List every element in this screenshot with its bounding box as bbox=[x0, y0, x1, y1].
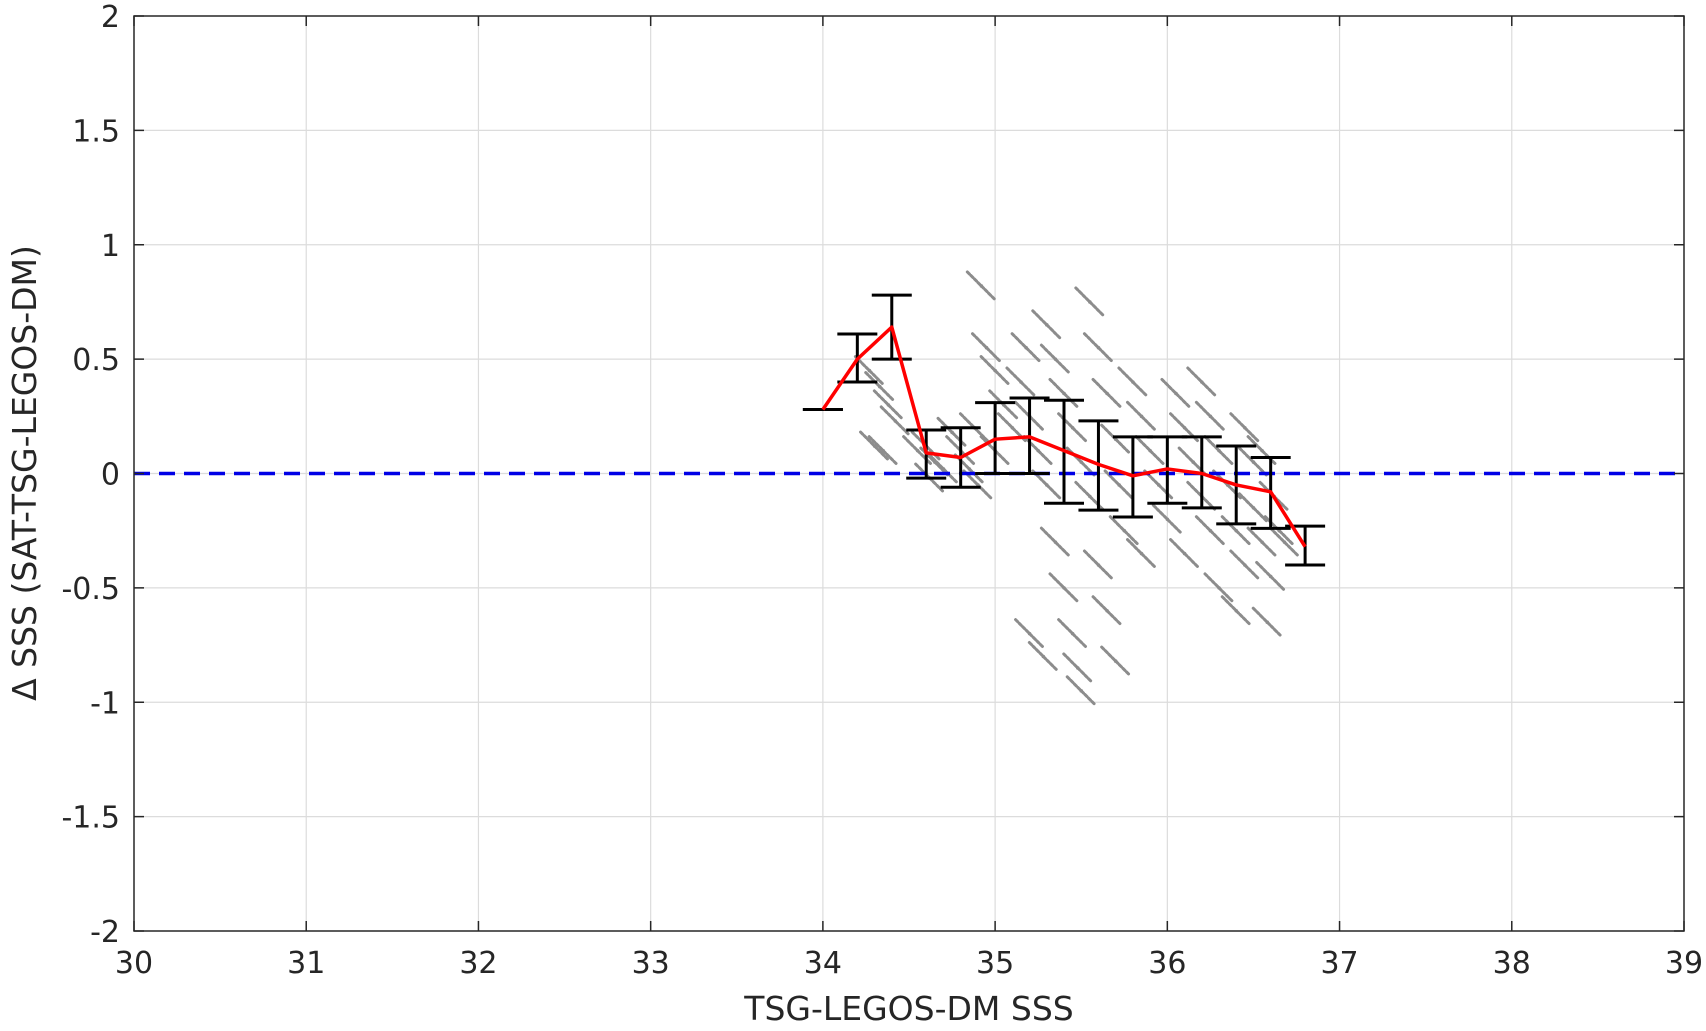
x-tick-label: 36 bbox=[1148, 946, 1186, 981]
x-tick-label: 30 bbox=[115, 946, 153, 981]
scatter-point bbox=[1062, 586, 1066, 590]
scatter-point bbox=[1165, 517, 1170, 522]
scatter-point bbox=[1036, 448, 1040, 453]
x-tick-label: 34 bbox=[804, 946, 842, 981]
scatter-point bbox=[1044, 483, 1049, 487]
scatter-point bbox=[1243, 563, 1247, 567]
scatter-point bbox=[950, 430, 954, 435]
scatter-point bbox=[1156, 483, 1161, 487]
scatter-point bbox=[1191, 460, 1195, 464]
scatter-point bbox=[1217, 586, 1221, 590]
scatter-point bbox=[1010, 425, 1015, 430]
scatter-point bbox=[941, 467, 946, 471]
scatter-point bbox=[1027, 631, 1032, 636]
x-tick-label: 32 bbox=[459, 946, 497, 981]
scatter-point bbox=[867, 368, 872, 373]
scatter-point bbox=[1251, 506, 1256, 510]
x-tick-label: 33 bbox=[632, 946, 670, 981]
scatter-point bbox=[1234, 608, 1239, 613]
scatter-point bbox=[1024, 345, 1028, 350]
scatter-point bbox=[1260, 448, 1264, 453]
scatter-point bbox=[1053, 540, 1058, 544]
scatter-point bbox=[1251, 460, 1256, 464]
scatter-point bbox=[1113, 659, 1118, 663]
scatter-point bbox=[993, 368, 997, 373]
scatter-point bbox=[1105, 391, 1109, 396]
scatter-point bbox=[1019, 380, 1023, 384]
x-tick-label: 37 bbox=[1320, 946, 1358, 981]
scatter-point bbox=[893, 419, 898, 423]
scatter-point bbox=[1131, 380, 1135, 384]
scatter-point bbox=[1088, 300, 1092, 304]
y-tick-label: 0 bbox=[101, 458, 120, 493]
scatter-point bbox=[886, 403, 891, 407]
scatter-point bbox=[1062, 391, 1066, 396]
x-ticks: 30 31 32 33 34 35 36 37 38 39 bbox=[115, 16, 1703, 981]
scatter-point bbox=[1282, 540, 1287, 544]
scatter-point bbox=[1199, 380, 1204, 384]
y-tick-label: 1.5 bbox=[72, 114, 120, 149]
scatter-point bbox=[1070, 425, 1075, 430]
mean-line bbox=[821, 325, 1307, 548]
scatter-point bbox=[1053, 357, 1058, 361]
mean-line-group bbox=[821, 325, 1307, 548]
scatter-point bbox=[915, 448, 920, 453]
scatter-point bbox=[1044, 323, 1049, 327]
y-tick-label: -0.5 bbox=[61, 572, 120, 607]
scatter-point bbox=[1182, 551, 1187, 556]
scatter-point bbox=[1122, 528, 1127, 533]
scatter-point bbox=[1208, 414, 1213, 419]
x-axis-label: TSG-LEGOS-DM SSS bbox=[743, 989, 1073, 1028]
y-tick-label: 0.5 bbox=[72, 343, 120, 378]
scatter-point bbox=[1268, 574, 1273, 579]
x-tick-label: 38 bbox=[1493, 946, 1531, 981]
scatter-point bbox=[1105, 608, 1109, 613]
y-tick-label: 1 bbox=[101, 229, 120, 264]
scatter-point bbox=[979, 284, 984, 288]
scatter-point bbox=[872, 444, 877, 448]
y-tick-label: -2 bbox=[90, 915, 120, 950]
scatter-point bbox=[984, 345, 989, 350]
scatter-points bbox=[853, 270, 1300, 707]
scatter-point bbox=[1096, 563, 1101, 567]
scatter-point bbox=[1182, 425, 1187, 430]
scatter-point bbox=[1139, 414, 1144, 419]
error-bars bbox=[802, 293, 1326, 567]
scatter-point bbox=[1096, 345, 1101, 350]
scatter-point bbox=[1079, 689, 1084, 693]
y-tick-label: 2 bbox=[101, 0, 120, 35]
scatter-point bbox=[1260, 540, 1264, 544]
scatter-point bbox=[1075, 666, 1080, 670]
scatter-point bbox=[881, 448, 885, 453]
scatter-point bbox=[1139, 551, 1144, 556]
y-tick-label: -1 bbox=[90, 686, 120, 721]
x-tick-label: 35 bbox=[976, 946, 1014, 981]
y-axis-label: Δ SSS (SAT-TSG-LEGOS-DM) bbox=[5, 245, 44, 701]
y-ticks: -2 -1.5 -1 -0.5 0 0.5 1 1.5 2 bbox=[61, 0, 1684, 950]
scatter-point bbox=[1234, 528, 1239, 533]
scatter-point bbox=[1174, 391, 1178, 396]
y-tick-label: -1.5 bbox=[61, 801, 120, 836]
scatter-point bbox=[1208, 528, 1213, 533]
scatter-point bbox=[1217, 448, 1221, 453]
scatter-point bbox=[1088, 494, 1092, 499]
scatter-point bbox=[1243, 425, 1247, 430]
x-tick-label: 31 bbox=[287, 946, 325, 981]
x-tick-label: 39 bbox=[1665, 946, 1703, 981]
scatter-point bbox=[877, 384, 882, 389]
scatter-point bbox=[967, 467, 972, 471]
scatter-point bbox=[1148, 448, 1152, 453]
scatter-point bbox=[1117, 483, 1121, 487]
scatter-point bbox=[1265, 620, 1270, 624]
scatter-point bbox=[1041, 654, 1046, 659]
scatter-point bbox=[1070, 631, 1075, 636]
scatter-point bbox=[1079, 460, 1084, 464]
